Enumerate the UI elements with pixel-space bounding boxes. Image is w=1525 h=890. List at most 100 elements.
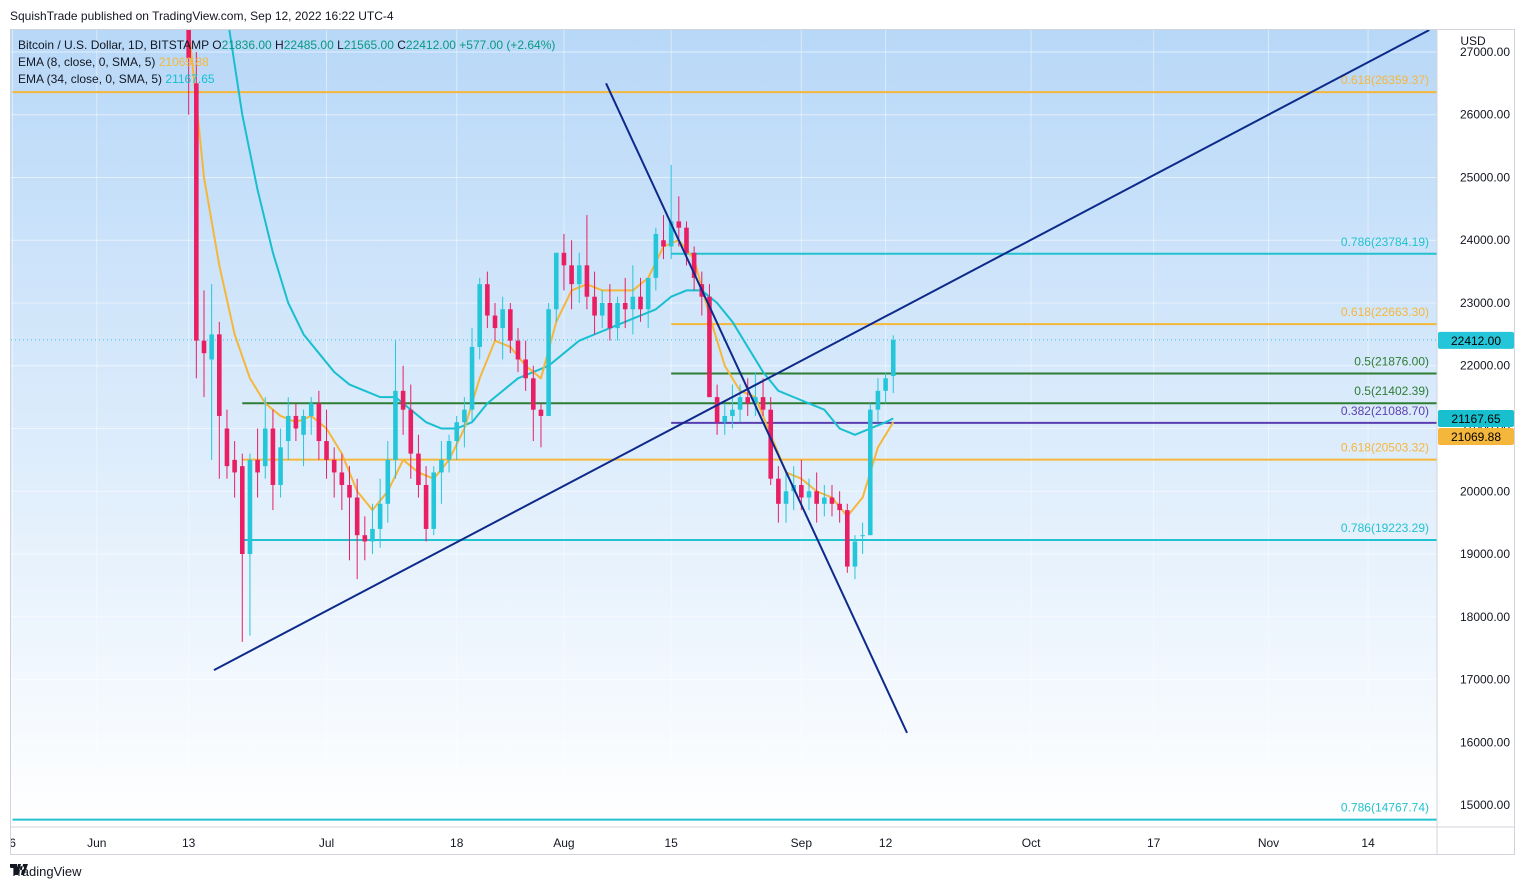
candle-up (653, 233, 659, 278)
candle-down (829, 497, 835, 504)
candle-down (523, 359, 528, 379)
symbol-name[interactable]: Bitcoin / U.S. Dollar, 1D, BITSTAMP (18, 38, 209, 52)
candlestick-chart[interactable]: 0.618(26359.37) 0.786(23784.19) 0.618(2266… (11, 30, 1515, 855)
x-tick-label: 6 (11, 836, 16, 850)
candle-down (239, 466, 245, 555)
candle-up (883, 378, 888, 391)
price-axis[interactable]: 15000.00 16000.00 17000.00 18000.00 19000.00… (1436, 30, 1510, 855)
candles (186, 30, 896, 642)
y-tick-label: 22000.00 (1460, 359, 1510, 373)
candle-down (814, 491, 819, 504)
candle-down (362, 535, 368, 542)
candle-up (385, 459, 391, 504)
y-tick-label: 19000.00 (1460, 547, 1510, 561)
ema34-line (228, 30, 894, 436)
tradingview-logo-icon (10, 864, 28, 875)
fib-level-label: 0.618(22663.30) (1341, 305, 1429, 319)
candle-down (768, 409, 774, 479)
x-tick-label: Jul (319, 836, 334, 850)
y-tick-label: 20000.00 (1460, 484, 1510, 498)
low-label: L (337, 38, 344, 52)
x-tick-label: 13 (182, 836, 196, 850)
price-tag-label: 21069.88 (1451, 430, 1501, 444)
candle-down (423, 484, 429, 529)
ema8-label: EMA (8, close, 0, SMA, 5) (18, 55, 156, 69)
candle-down (324, 441, 329, 460)
ema34-value: 21167.65 (165, 72, 215, 86)
candle-down (217, 334, 222, 416)
candle-down (492, 315, 498, 329)
candle-down (293, 415, 299, 429)
open-value: 21836.00 (221, 38, 272, 52)
candle-down (776, 478, 781, 504)
fib-level-label: 0.786(14767.74) (1341, 801, 1429, 815)
candle-up (753, 397, 758, 404)
x-tick-label: 18 (450, 836, 464, 850)
candle-up (730, 409, 735, 416)
candle-down (691, 252, 697, 278)
fib-level-label: 0.382(21088.70) (1341, 404, 1429, 418)
candle-up (393, 390, 398, 460)
chart-frame[interactable]: 0.618(26359.37) 0.786(23784.19) 0.618(2266… (10, 29, 1515, 855)
candle-down (622, 302, 628, 310)
candle-down (400, 390, 406, 410)
x-tick-label: Oct (1022, 836, 1041, 850)
candle-down (270, 428, 276, 485)
candle-down (408, 409, 414, 454)
candle-down (707, 296, 712, 398)
candle-down (561, 252, 567, 266)
open-label: O (212, 38, 222, 52)
candle-down (255, 459, 260, 473)
candle-up (806, 491, 812, 498)
candle-down (331, 459, 337, 473)
fib-level-label: 0.5(21876.00) (1354, 355, 1429, 369)
candle-up (477, 284, 482, 347)
x-tick-label: Jun (87, 836, 106, 850)
y-tick-label: 25000.00 (1460, 170, 1510, 184)
candle-up (209, 334, 214, 360)
candle-up (890, 339, 896, 377)
footer: TradingView (10, 864, 82, 879)
x-tick-label: 15 (664, 836, 678, 850)
candle-up (615, 302, 620, 329)
candle-down (676, 221, 682, 228)
candle-up (783, 491, 789, 504)
high-label: H (275, 38, 284, 52)
candle-down (531, 378, 536, 410)
close-label: C (397, 38, 406, 52)
legend-ema8-row[interactable]: EMA (8, close, 0, SMA, 5) 21069.88 (18, 54, 555, 71)
fib-level-label: 0.618(26359.37) (1341, 73, 1429, 87)
chart-legend: Bitcoin / U.S. Dollar, 1D, BITSTAMP O218… (18, 37, 555, 88)
candle-up (875, 390, 881, 410)
candle-up (668, 221, 674, 247)
close-value: 22412.00 (405, 38, 456, 52)
y-tick-label: 16000.00 (1460, 735, 1510, 749)
candle-down (339, 472, 345, 485)
candle-up (439, 459, 444, 473)
candle-up (630, 296, 636, 310)
currency-label: USD (1460, 34, 1486, 48)
legend-ema34-row[interactable]: EMA (34, close, 0, SMA, 5) 21167.65 (18, 71, 555, 88)
y-tick-label: 24000.00 (1460, 233, 1510, 247)
candle-down (837, 503, 842, 511)
candle-up (285, 415, 291, 442)
candle-down (569, 265, 574, 285)
time-axis[interactable]: 6 Jun 13 Jul 18 Aug 15 Sep 12 Oct 17 Nov 14 (11, 826, 1515, 850)
candle-down (607, 302, 613, 329)
y-tick-label: 26000.00 (1460, 108, 1510, 122)
candle-up (599, 302, 605, 316)
candle-up (737, 397, 743, 410)
y-tick-label: 18000.00 (1460, 610, 1510, 624)
change-value: +577.00 (+2.64%) (459, 38, 556, 52)
candle-down (584, 265, 590, 297)
price-tag-label: 21167.65 (1451, 412, 1500, 426)
fib-level-label: 0.5(21402.39) (1354, 384, 1429, 398)
candle-up (553, 252, 559, 310)
candle-up (860, 535, 865, 537)
footer-brand[interactable]: TradingView (10, 864, 82, 879)
fib-level-label: 0.786(19223.29) (1341, 521, 1429, 535)
ema34-label: EMA (34, close, 0, SMA, 5) (18, 72, 163, 86)
candle-down (485, 284, 490, 316)
candle-down (354, 497, 360, 536)
price-tag-box (1438, 331, 1514, 349)
